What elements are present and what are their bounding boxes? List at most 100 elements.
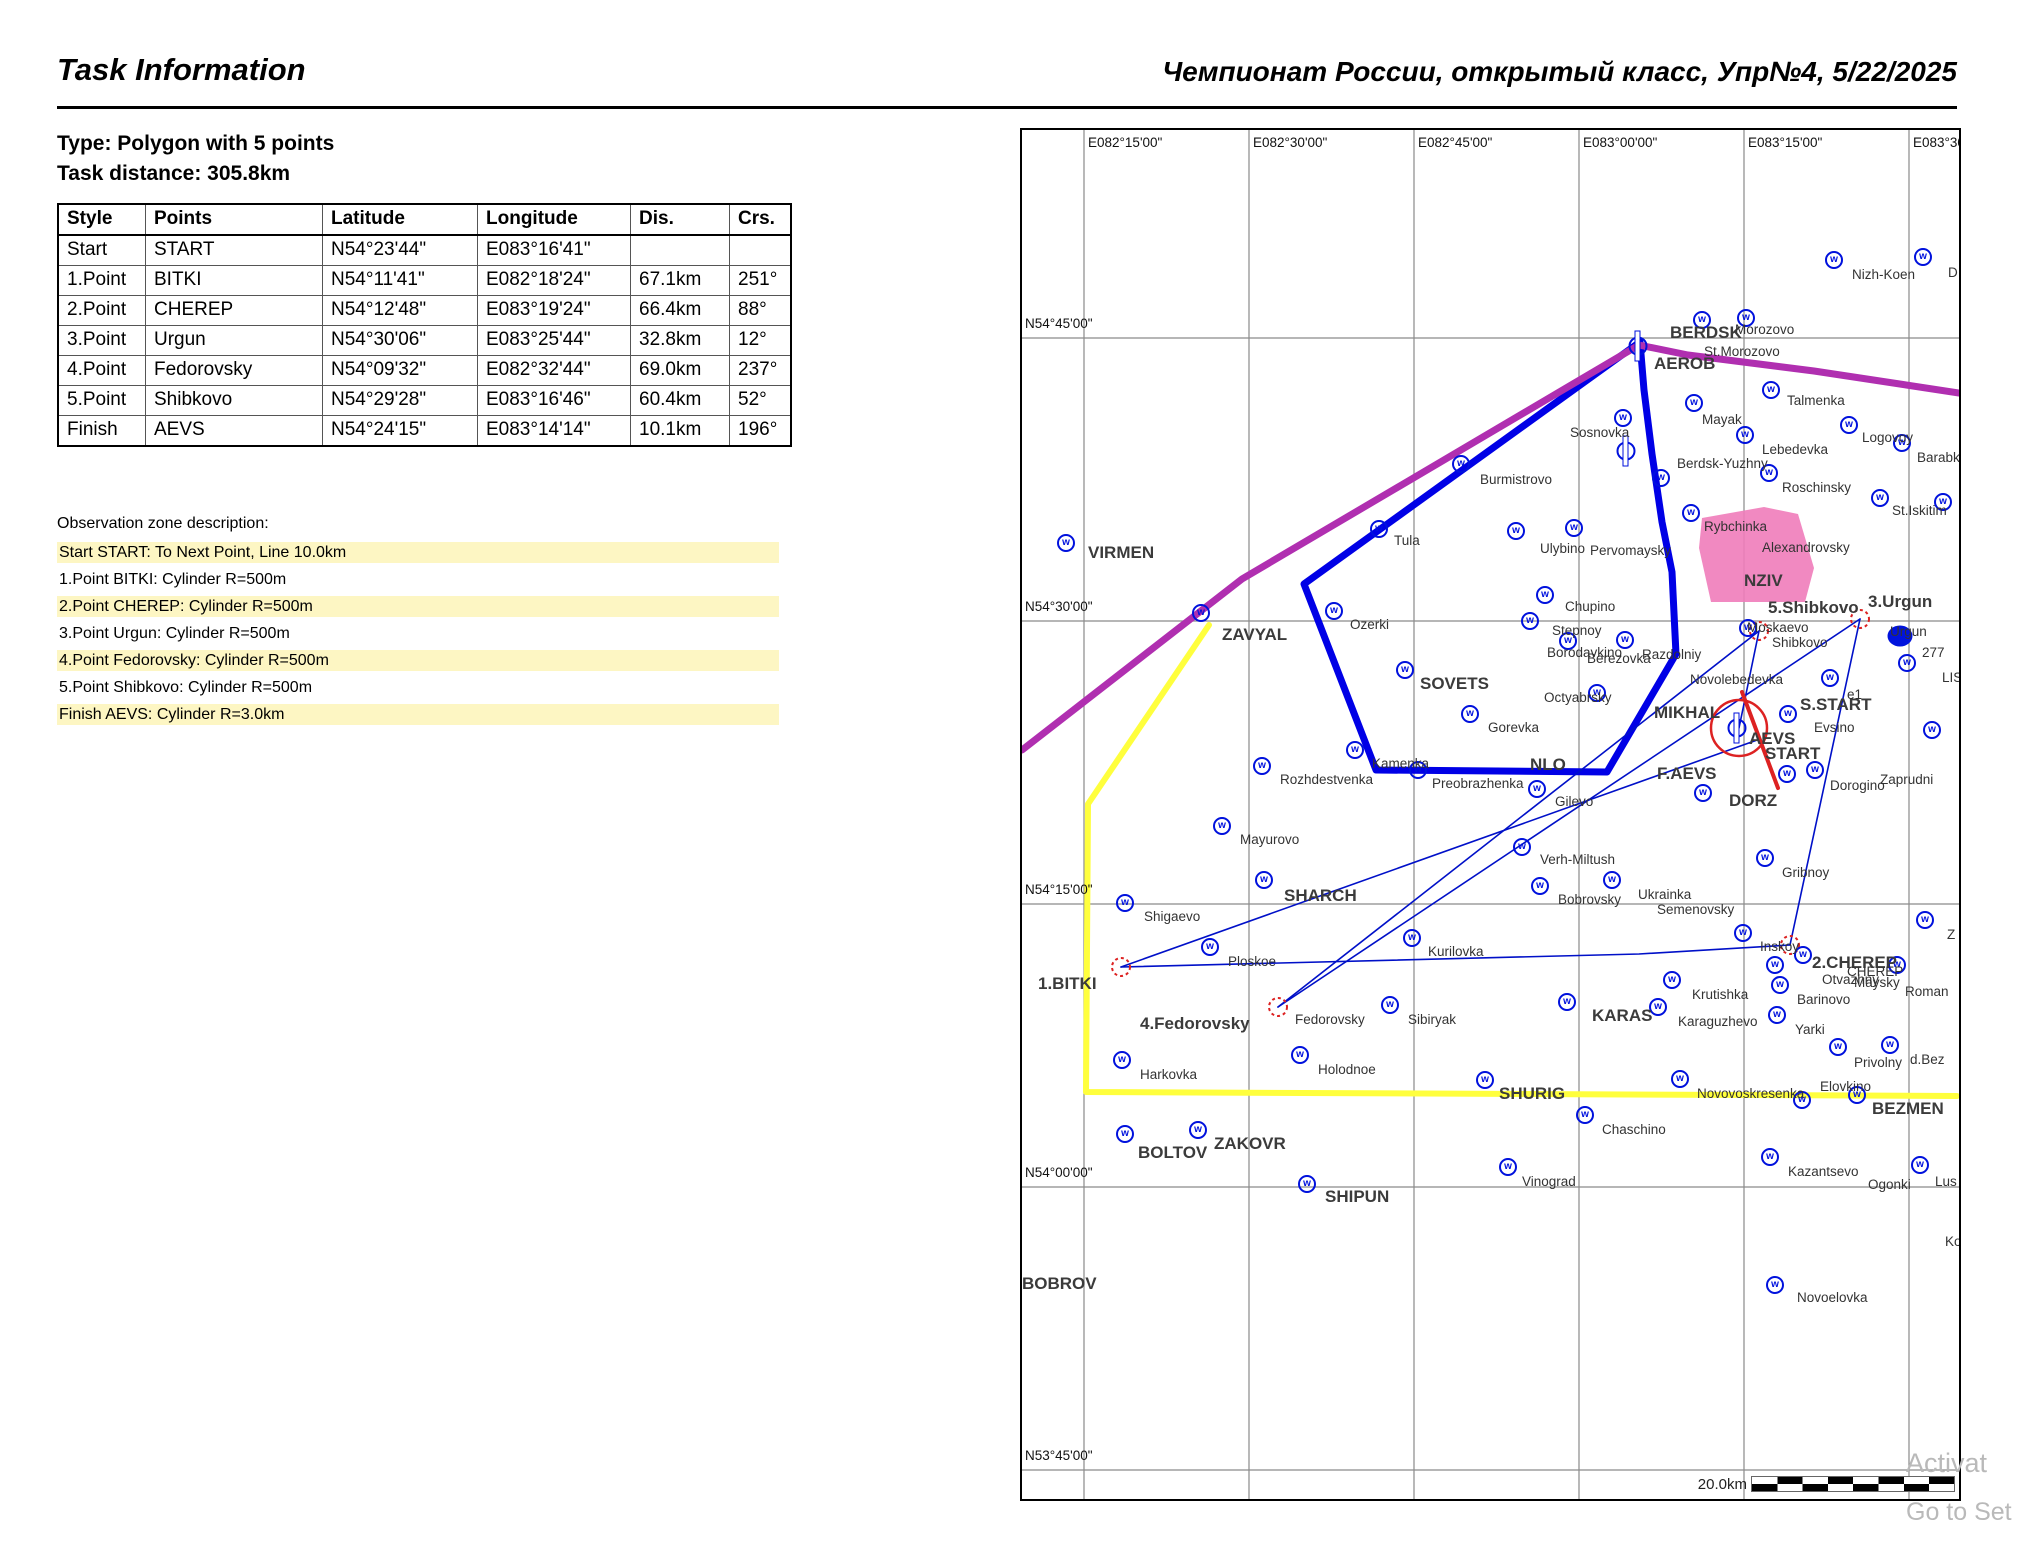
map-label-urgun: Urgun (1890, 623, 1927, 639)
map-label-novoelovka: Novoelovka (1797, 1289, 1868, 1305)
map-label-nizh-koen: Nizh-Koen (1852, 266, 1916, 282)
waypoint-icon (1766, 956, 1784, 974)
waypoint-icon (1452, 455, 1470, 473)
waypoint-icon (1057, 534, 1075, 552)
map-label-roman: Roman (1905, 983, 1949, 999)
waypoint-icon (1881, 1036, 1899, 1054)
column-header-dis: Dis. (630, 203, 730, 236)
map-label-fedorovsky: Fedorovsky (1295, 1011, 1365, 1027)
waypoint-icon (1916, 911, 1934, 929)
waypoint-icon (1192, 604, 1210, 622)
map-label-cherep: CHEREP (1847, 963, 1904, 979)
waypoint-icon (1734, 924, 1752, 942)
waypoint-icon (1736, 426, 1754, 444)
map-label-tula: Tula (1394, 532, 1420, 548)
map-label-preobrazhenka: Preobrazhenka (1432, 775, 1524, 791)
map-label-e082-45-00-: E082°45'00" (1418, 134, 1493, 150)
waypoint-icon (1113, 1051, 1131, 1069)
waypoint-icon (1116, 894, 1134, 912)
observation-zone-line: 5.Point Shibkovo: Cylinder R=500m (59, 679, 313, 696)
map-label-maysky: Maysky (1854, 974, 1900, 990)
map-label-s-start: S.START (1800, 695, 1872, 714)
table-cell: Finish (57, 415, 146, 447)
table-cell: E083°14'14" (477, 415, 631, 447)
map-label-rybchinka: Rybchinka (1704, 518, 1768, 534)
task-distance-label: Task distance: 305.8km (57, 162, 291, 185)
waypoint-icon (1403, 929, 1421, 947)
map-label-barabka: Barabka (1917, 449, 1960, 465)
table-cell: N54°29'28" (322, 385, 478, 416)
table-cell: 88° (729, 295, 792, 326)
table-cell: E082°32'44" (477, 355, 631, 386)
table-cell: N54°30'06" (322, 325, 478, 356)
observation-zone-line: Start START: To Next Point, Line 10.0km (57, 542, 779, 563)
windows-watermark-line2: Go to Set (1906, 1498, 2012, 1526)
map-label-logovoy: Logovoy (1862, 429, 1914, 445)
map-label-e082-15-00-: E082°15'00" (1088, 134, 1163, 150)
map-label-n54-00-00-: N54°00'00" (1025, 1164, 1093, 1180)
map-label-talmenka: Talmenka (1787, 392, 1845, 408)
waypoint-icon (1396, 661, 1414, 679)
map-label-e083-30-00-: E083°30'00" (1913, 134, 1959, 150)
map-scale-label: 20.0km (1697, 1476, 1747, 1493)
waypoint-icon (1840, 416, 1858, 434)
task-map: E082°15'00" E082°30'00" E082°45'00" E083°00… (1020, 128, 1961, 1501)
map-label-privolny: Privolny (1854, 1054, 1903, 1070)
waypoint-icon (1694, 784, 1712, 802)
waypoint-icon (1911, 1156, 1929, 1174)
map-label-ko: Ko (1945, 1233, 1961, 1249)
waypoint-icon (1762, 381, 1780, 399)
waypoint-icon (1189, 1121, 1207, 1139)
table-cell: 3.Point (57, 325, 146, 356)
map-label-sovets: SOVETS (1420, 674, 1489, 693)
waypoint-icon (1739, 619, 1757, 637)
map-label-277: 277 (1922, 644, 1945, 660)
map-label-1-bitki: 1.BITKI (1038, 974, 1097, 993)
waypoint-icon (1558, 993, 1576, 1011)
waypoint-icon (1934, 493, 1952, 511)
table-cell: Shibkovo (145, 385, 323, 416)
map-label-n54-45-00-: N54°45'00" (1025, 315, 1093, 331)
airfield-icon (1616, 435, 1636, 467)
table-row: 2.Point CHEREP N54°12'48" E083°19'24" 66.4km… (57, 295, 792, 326)
waypoint-icon (1513, 838, 1531, 856)
waypoint-icon (1778, 765, 1796, 783)
map-label-stepnoy: Stepnoy (1552, 622, 1602, 638)
map-label-karaguzhevo: Karaguzhevo (1678, 1013, 1758, 1029)
map-label-mayurovo: Mayurovo (1240, 831, 1300, 847)
map-label-moskaevo: Moskaevo (1747, 619, 1809, 635)
waypoint-icon (1213, 817, 1231, 835)
map-label-pervomaysky: Pervomaysky (1590, 542, 1672, 558)
map-label-burmistrovo: Burmistrovo (1480, 471, 1553, 487)
table-cell: 66.4km (630, 295, 730, 326)
map-label-d-bez: d.Bez (1910, 1051, 1945, 1067)
table-cell: 12° (729, 325, 792, 356)
map-label-ogonki: Ogonki (1868, 1176, 1911, 1192)
waypoint-icon (1536, 586, 1554, 604)
waypoint-icon (1559, 632, 1577, 650)
table-cell: E082°18'24" (477, 265, 631, 296)
waypoint-icon (1671, 1070, 1689, 1088)
waypoint-icon (1779, 705, 1797, 723)
map-label-otvazhny: Otvazhny (1822, 971, 1880, 987)
map-label-berdsk: BERDSK (1670, 323, 1742, 342)
waypoint-icon (1616, 631, 1634, 649)
airfield-icon (1727, 712, 1747, 744)
map-label-sosnovka: Sosnovka (1570, 424, 1630, 440)
waypoint-icon (1923, 721, 1941, 739)
waypoint-icon (1649, 998, 1667, 1016)
map-label-zakovr: ZAKOVR (1214, 1134, 1286, 1153)
table-cell: 1.Point (57, 265, 146, 296)
map-label-ukrainka: Ukrainka (1638, 886, 1692, 902)
map-label-berezovka: Berezovka (1587, 650, 1651, 666)
table-cell: Fedorovsky (145, 355, 323, 386)
map-label-2-cherep: 2.CHEREP (1812, 953, 1898, 972)
map-label-nlo: NLO (1530, 755, 1566, 774)
map-label-lus: Lus (1935, 1173, 1957, 1189)
table-row: 3.Point Urgun N54°30'06" E083°25'44" 32.8km 1… (57, 325, 792, 356)
map-label-novovoskresenka: Novovoskresenka (1697, 1085, 1805, 1101)
map-label-e082-30-00-: E082°30'00" (1253, 134, 1328, 150)
table-cell: 251° (729, 265, 792, 296)
map-label-chaschino: Chaschino (1602, 1121, 1666, 1137)
waypoint-icon (1898, 654, 1916, 672)
